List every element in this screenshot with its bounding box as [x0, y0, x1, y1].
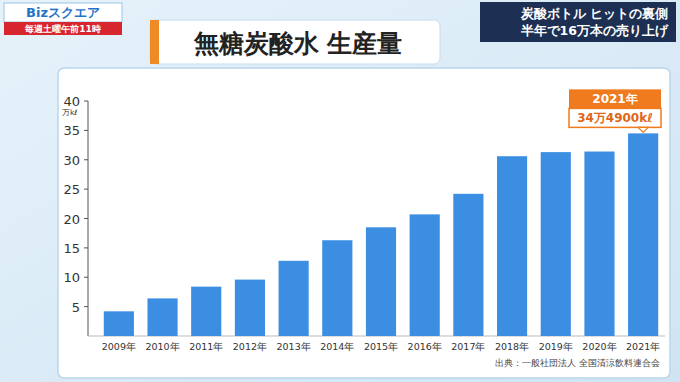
headline-box: [480, 2, 676, 42]
annotation-header: [569, 89, 661, 108]
y-tick: [84, 189, 88, 190]
x-tick-label: 2014年: [320, 341, 354, 352]
bar: [235, 280, 265, 336]
y-tick: [84, 277, 88, 278]
title-box: [150, 20, 440, 64]
y-tick-label: 20: [63, 212, 80, 227]
chart-title: 無糖炭酸水 生産量: [193, 29, 403, 58]
annotation-title: 2021年: [592, 92, 637, 106]
chart-panel: [58, 68, 670, 378]
bar: [628, 133, 658, 336]
bar: [104, 311, 134, 336]
y-tick-label: 10: [63, 270, 80, 285]
x-tick-label: 2019年: [539, 341, 573, 352]
bar: [410, 214, 440, 336]
x-tick-label: 2011年: [189, 341, 223, 352]
x-tick-label: 2018年: [495, 341, 529, 352]
program-name: Bizスクエア: [26, 5, 100, 20]
annotation-text: 34万4900kℓ: [577, 111, 653, 125]
chart-root: Bizスクエア毎週土曜午前11時 炭酸ボトル ヒットの裏側半年で16万本の売り上げ…: [0, 0, 680, 382]
x-tick-label: 2020年: [582, 341, 616, 352]
x-tick-label: 2012年: [233, 341, 267, 352]
y-unit-label: 万kℓ: [62, 108, 77, 117]
source: 出典：一般社団法人 全国清涼飲料連合会: [495, 358, 660, 368]
y-tick-label: 40: [63, 94, 80, 109]
x-tick-label: 2021年: [626, 341, 660, 352]
bars: [104, 133, 658, 336]
y-tick-label: 25: [63, 182, 80, 197]
x-tick-label: 2015年: [364, 341, 398, 352]
y-tick: [84, 159, 88, 160]
bar: [191, 287, 221, 336]
headline: 炭酸ボトル ヒットの裏側: [520, 6, 668, 21]
logo-box: [4, 3, 122, 22]
y-tick-label: 15: [63, 241, 80, 256]
schedule-box: [4, 22, 122, 35]
annotation-body: [569, 108, 661, 127]
bar: [497, 156, 527, 336]
schedule: 毎週土曜午前11時: [24, 24, 101, 34]
bar: [279, 261, 309, 336]
y-tick-label: 30: [63, 153, 80, 168]
x-tick-label: 2016年: [408, 341, 442, 352]
headline: 半年で16万本の売り上げ: [520, 23, 669, 38]
y-tick: [84, 218, 88, 219]
y-tick-label: 5: [72, 300, 80, 315]
bar: [584, 152, 614, 336]
bar: [322, 240, 352, 336]
y-tick-label: 35: [63, 123, 80, 138]
y-tick: [84, 130, 88, 131]
y-tick: [84, 101, 88, 102]
bar: [366, 227, 396, 336]
annotation-pointer: [638, 127, 648, 132]
x-tick-label: 2017年: [451, 341, 485, 352]
y-tick: [84, 306, 88, 307]
title-accent: [150, 20, 159, 64]
background: [0, 0, 680, 382]
y-tick: [84, 247, 88, 248]
bar: [453, 194, 483, 336]
bar: [541, 152, 571, 336]
bar: [147, 298, 177, 336]
x-tick-label: 2010年: [145, 341, 179, 352]
x-tick-label: 2009年: [102, 341, 136, 352]
x-tick-label: 2013年: [277, 341, 311, 352]
